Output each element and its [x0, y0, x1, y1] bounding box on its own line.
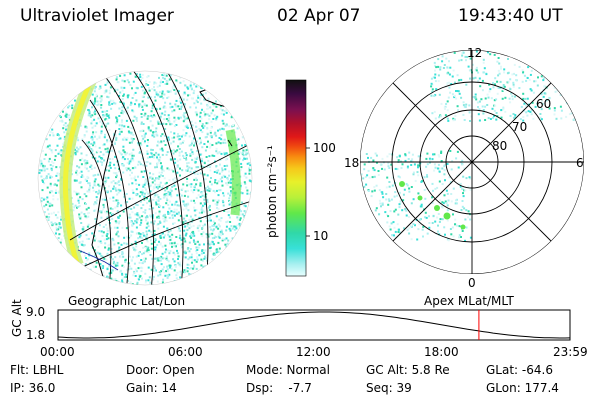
colorbar-unit-label: photon cm⁻²s⁻¹ — [265, 145, 279, 238]
timeline-tick-0000: 00:00 — [40, 345, 75, 359]
date-label: 02 Apr 07 — [277, 6, 361, 26]
timeline-tick-1800: 18:00 — [424, 345, 459, 359]
info-ip: IP: 36.0 — [10, 381, 56, 395]
info-seq: Seq: 39 — [366, 381, 412, 395]
altitude-timeline — [57, 309, 571, 341]
colorbar-tick-100: 100 — [313, 141, 336, 155]
info-glat: GLat: -64.6 — [486, 363, 553, 377]
info-mode: Mode: Normal — [246, 363, 330, 377]
mlt-label-6: 6 — [576, 156, 584, 170]
timeline-tick-2359: 23:59 — [553, 345, 588, 359]
timeline-ymax: 9.0 — [26, 305, 46, 319]
mlt-label-12: 12 — [467, 46, 483, 60]
info-dsp: Dsp: -7.7 — [246, 381, 312, 395]
colorbar-tick-10: 10 — [313, 229, 329, 243]
timeline-ylabel: GC Alt — [10, 299, 24, 337]
info-filter: Flt: LBHL — [10, 363, 64, 377]
mlt-label-18: 18 — [344, 156, 360, 170]
time-label: 19:43:40 UT — [458, 6, 563, 26]
info-glon: GLon: 177.4 — [486, 381, 559, 395]
info-door: Door: Open — [126, 363, 195, 377]
mlt-label-0: 0 — [468, 276, 476, 290]
geographic-caption: Geographic Lat/Lon — [68, 294, 186, 308]
apex-caption: Apex MLat/MLT — [424, 294, 514, 308]
lat-label-80: 80 — [492, 139, 508, 153]
geographic-map — [37, 70, 253, 286]
timeline-tick-1200: 12:00 — [296, 345, 331, 359]
info-gain: Gain: 14 — [126, 381, 177, 395]
apex-map — [360, 50, 584, 274]
lat-label-70: 70 — [512, 120, 528, 134]
instrument-title: Ultraviolet Imager — [20, 6, 174, 26]
timeline-ymin: 1.8 — [26, 328, 46, 342]
info-gc-alt: GC Alt: 5.8 Re — [366, 363, 450, 377]
colorbar — [285, 79, 310, 277]
lat-label-60: 60 — [536, 97, 552, 111]
timeline-tick-0600: 06:00 — [168, 345, 203, 359]
